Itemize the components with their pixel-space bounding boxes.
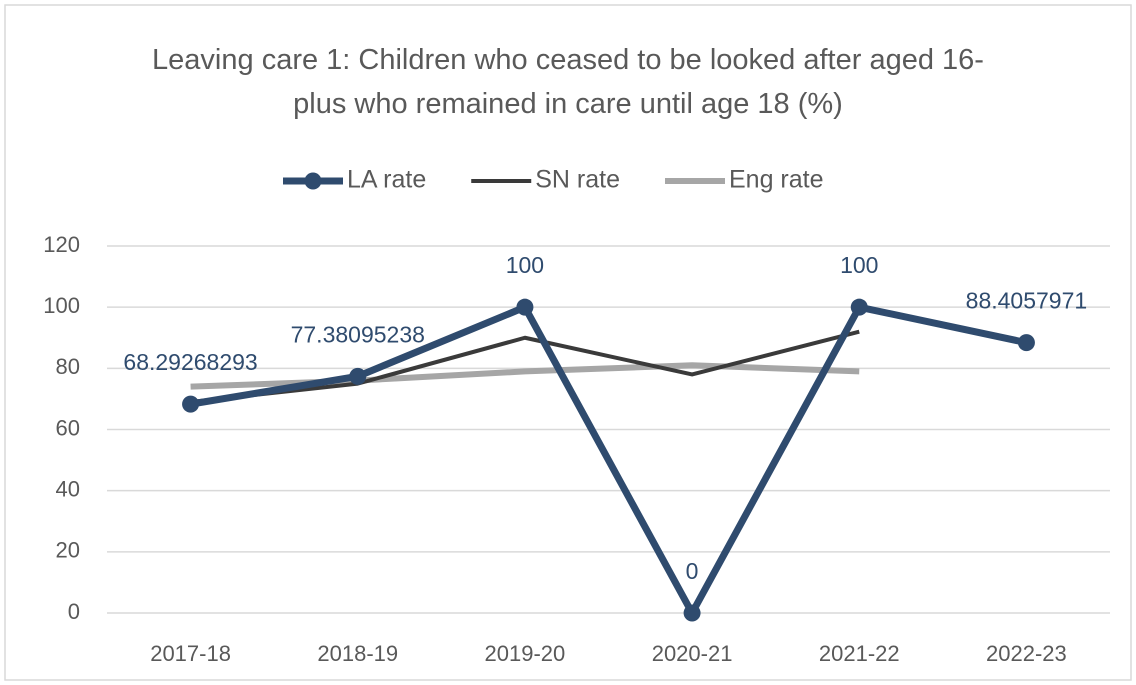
legend-label: Eng rate <box>729 166 824 194</box>
x-tick-label: 2018-19 <box>317 641 398 666</box>
data-label: 100 <box>840 252 878 278</box>
x-tick-label: 2022-23 <box>986 641 1067 666</box>
y-tick-label: 0 <box>68 599 80 624</box>
y-tick-label: 40 <box>56 476 80 501</box>
y-tick-label: 60 <box>56 415 80 440</box>
marker <box>850 298 868 316</box>
x-tick-label: 2020-21 <box>652 641 733 666</box>
marker <box>349 367 367 385</box>
data-label: 77.38095238 <box>291 321 425 347</box>
marker <box>182 395 200 413</box>
data-label: 100 <box>506 252 544 278</box>
x-tick-label: 2021-22 <box>819 641 900 666</box>
y-tick-label: 120 <box>43 232 80 257</box>
series-line <box>190 329 860 404</box>
marker <box>1017 334 1035 352</box>
data-label: 0 <box>686 558 699 584</box>
chart-border <box>4 4 1132 681</box>
y-tick-label: 100 <box>43 293 80 318</box>
marker <box>516 298 534 316</box>
y-tick-label: 20 <box>56 538 80 563</box>
y-tick-label: 80 <box>56 354 80 379</box>
legend-label: SN rate <box>535 166 620 194</box>
chart-title: Leaving care 1: Children who ceased to b… <box>152 44 984 120</box>
data-label: 88.4057971 <box>966 288 1088 314</box>
series-line <box>190 303 1028 617</box>
legend-label: LA rate <box>347 166 426 194</box>
data-label: 68.29268293 <box>123 349 257 375</box>
x-tick-label: 2019-20 <box>485 641 566 666</box>
x-tick-label: 2017-18 <box>150 641 231 666</box>
marker <box>683 604 701 622</box>
legend-marker <box>304 172 322 190</box>
